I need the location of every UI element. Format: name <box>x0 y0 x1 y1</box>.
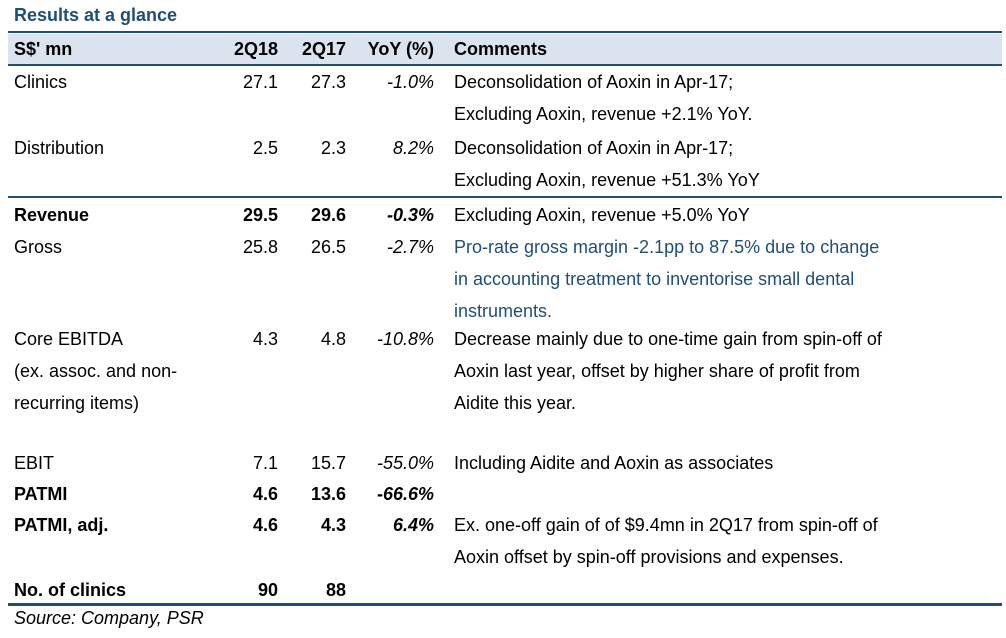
row-2q18: 27.1 <box>242 72 278 92</box>
row-yoy: -10.8% <box>376 329 434 349</box>
comment-line: Excluding Aoxin, revenue +51.3% YoY <box>454 170 760 190</box>
row-2q17: 15.7 <box>310 453 346 473</box>
row-2q17: 4.3 <box>320 515 346 535</box>
comment-line: Ex. one-off gain of of $9.4mn in 2Q17 fr… <box>454 515 878 535</box>
comment-line: Including Aidite and Aoxin as associates <box>454 453 774 473</box>
row-comment: Deconsolidation of Aoxin in Apr-17; Excl… <box>454 66 1002 130</box>
row-2q17: 13.6 <box>310 484 346 504</box>
row-comment: Excluding Aoxin, revenue +5.0% YoY <box>454 199 1002 231</box>
row-label-line: (ex. assoc. and non- <box>14 361 178 381</box>
comment-line: Excluding Aoxin, revenue +5.0% YoY <box>454 205 750 225</box>
section-divider <box>8 196 1002 198</box>
row-2q18: 90 <box>257 580 278 600</box>
row-yoy: 6.4% <box>392 515 434 535</box>
table-bottom-rule <box>8 603 1002 606</box>
row-yoy: 8.2% <box>392 138 434 158</box>
row-label: Core EBITDA (ex. assoc. and non- recurri… <box>14 323 224 419</box>
row-2q17: 4.8 <box>320 329 346 349</box>
table-header: S$' mn 2Q18 2Q17 YoY (%) Comments <box>8 34 1002 66</box>
title-divider <box>8 31 1002 33</box>
row-yoy: -66.6% <box>376 484 434 504</box>
comment-line: Aoxin last year, offset by higher share … <box>454 361 860 381</box>
row-comment: Pro-rate gross margin -2.1pp to 87.5% du… <box>454 231 1002 327</box>
row-label: PATMI, adj. <box>14 515 109 535</box>
row-label: Gross <box>14 237 63 257</box>
comment-line: Decrease mainly due to one-time gain fro… <box>454 329 882 349</box>
row-yoy: -2.7% <box>386 237 434 257</box>
row-comment: Including Aidite and Aoxin as associates <box>454 447 1002 479</box>
row-yoy: -1.0% <box>386 72 434 92</box>
row-2q17: 26.5 <box>310 237 346 257</box>
row-2q18: 4.3 <box>252 329 278 349</box>
row-2q18: 2.5 <box>252 138 278 158</box>
header-2q18: 2Q18 <box>233 39 278 59</box>
row-2q18: 4.6 <box>252 515 278 535</box>
row-2q17: 2.3 <box>320 138 346 158</box>
comment-line: Deconsolidation of Aoxin in Apr-17; <box>454 138 734 158</box>
header-yoy: YoY (%) <box>367 39 434 59</box>
row-label-line: Core EBITDA <box>14 329 124 349</box>
header-2q17: 2Q17 <box>301 39 346 59</box>
row-label-line: recurring items) <box>14 393 140 413</box>
row-2q18: 25.8 <box>242 237 278 257</box>
comment-line: instruments. <box>454 301 553 321</box>
row-yoy: -0.3% <box>386 205 434 225</box>
row-yoy: -55.0% <box>376 453 434 473</box>
row-2q18: 4.6 <box>252 484 278 504</box>
row-label: Distribution <box>14 138 105 158</box>
comment-line: Excluding Aoxin, revenue +2.1% YoY. <box>454 104 753 124</box>
row-2q18: 29.5 <box>242 205 278 225</box>
comment-line: Deconsolidation of Aoxin in Apr-17; <box>454 72 734 92</box>
comment-line: Aidite this year. <box>454 393 577 413</box>
row-2q17: 88 <box>325 580 346 600</box>
source-note: Source: Company, PSR <box>14 608 204 628</box>
header-label: S$' mn <box>14 39 73 59</box>
comment-line: Pro-rate gross margin -2.1pp to 87.5% du… <box>454 237 880 257</box>
row-label: EBIT <box>14 453 55 473</box>
row-label: PATMI <box>14 484 68 504</box>
row-2q17: 27.3 <box>310 72 346 92</box>
row-label: Clinics <box>14 72 68 92</box>
comment-line: in accounting treatment to inventorise s… <box>454 269 855 289</box>
row-comment: Decrease mainly due to one-time gain fro… <box>454 323 1002 419</box>
row-comment: Ex. one-off gain of of $9.4mn in 2Q17 fr… <box>454 509 1002 573</box>
header-comments: Comments <box>454 39 548 59</box>
page-title: Results at a glance <box>14 5 178 25</box>
row-comment: Deconsolidation of Aoxin in Apr-17; Excl… <box>454 132 1002 196</box>
row-2q18: 7.1 <box>252 453 278 473</box>
row-label: Revenue <box>14 205 90 225</box>
comment-line: Aoxin offset by spin-off provisions and … <box>454 547 844 567</box>
row-2q17: 29.6 <box>310 205 346 225</box>
row-label: No. of clinics <box>14 580 127 600</box>
